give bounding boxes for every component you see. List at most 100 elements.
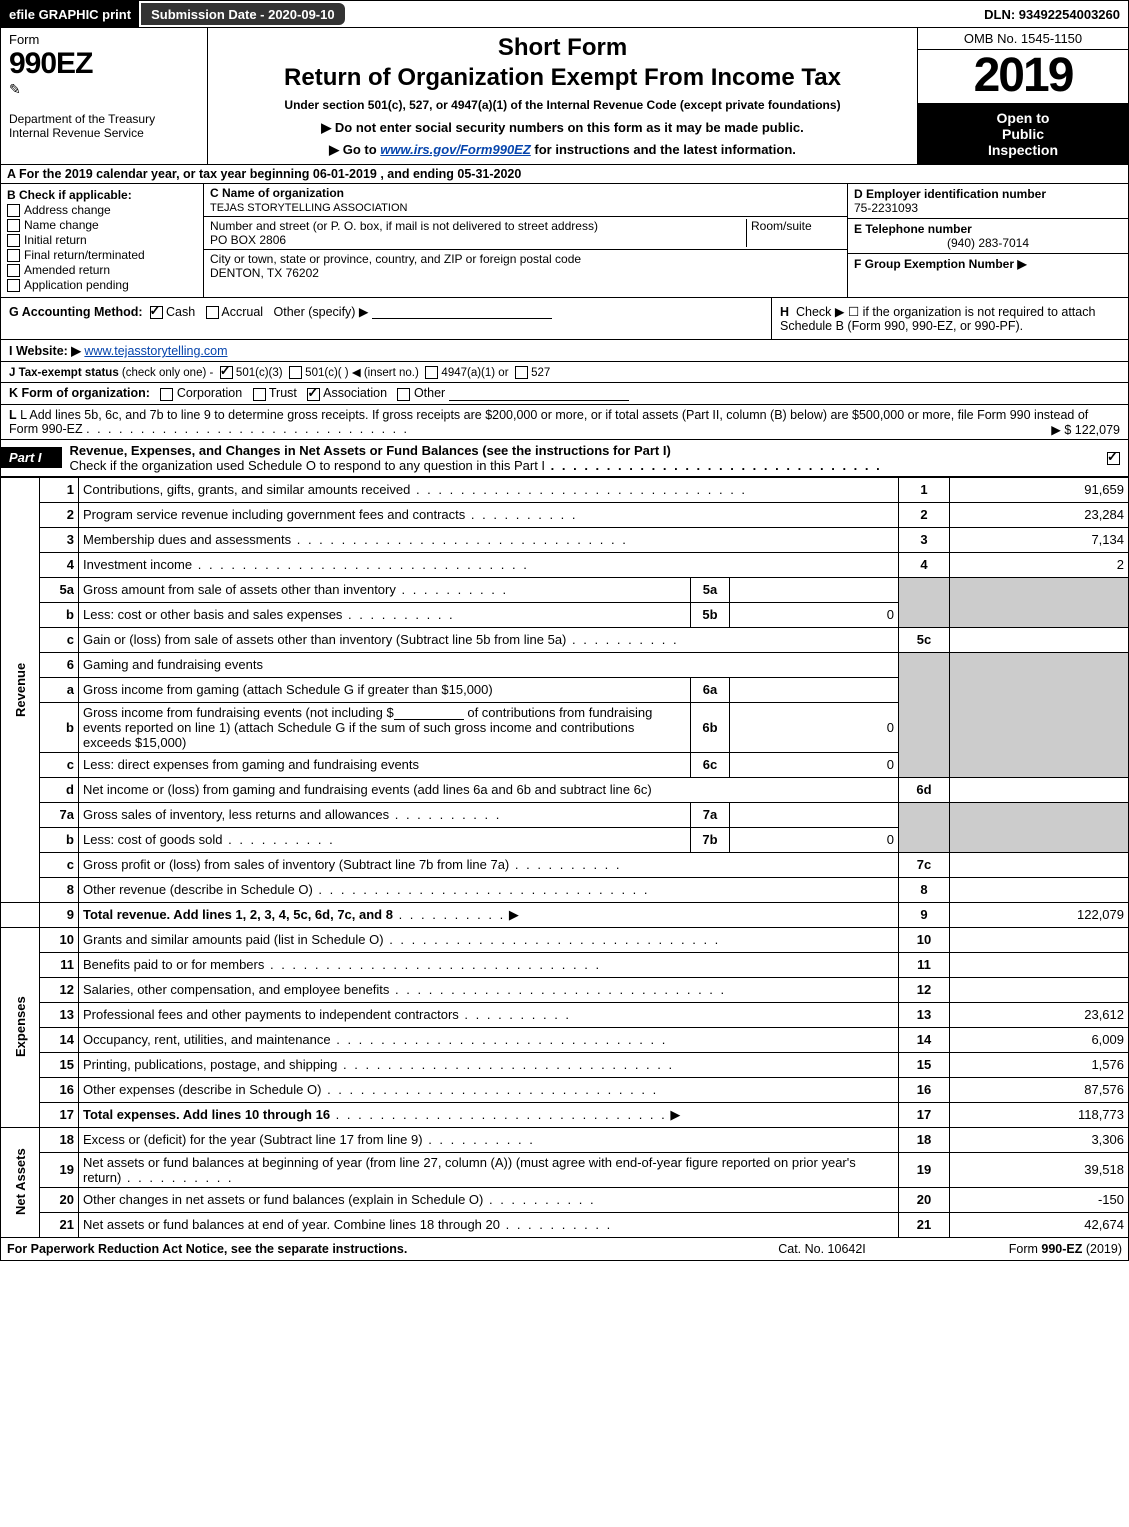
- val-10: [950, 927, 1129, 952]
- part1-table: Revenue 1 Contributions, gifts, grants, …: [0, 477, 1129, 1238]
- cb-other-org[interactable]: [397, 388, 410, 401]
- cb-501c[interactable]: [289, 366, 302, 379]
- cb-address-change[interactable]: [7, 204, 20, 217]
- open-to-public: Open to Public Inspection: [918, 104, 1128, 164]
- val-7c: [950, 852, 1129, 877]
- ln-6: 6: [40, 652, 79, 677]
- section-c: C Name of organization TEJAS STORYTELLIN…: [204, 184, 847, 297]
- num-12: 12: [899, 977, 950, 1002]
- cb-initial-return[interactable]: [7, 234, 20, 247]
- desc-9: Total revenue. Add lines 1, 2, 3, 4, 5c,…: [83, 907, 393, 922]
- num-5c: 5c: [899, 627, 950, 652]
- part1-title-text: Revenue, Expenses, and Changes in Net As…: [70, 443, 671, 458]
- val-3: 7,134: [950, 527, 1129, 552]
- cb-accrual[interactable]: [206, 306, 219, 319]
- val-17: 118,773: [950, 1102, 1129, 1127]
- title-short-form: Short Form: [218, 34, 907, 62]
- ln-3: 3: [40, 527, 79, 552]
- cb-final-return[interactable]: [7, 249, 20, 262]
- k-label: K Form of organization:: [9, 386, 150, 400]
- num-6d: 6d: [899, 777, 950, 802]
- instr2-post: for instructions and the latest informat…: [531, 142, 796, 157]
- efile-label[interactable]: efile GRAPHIC print: [1, 1, 139, 27]
- ln-6d: d: [40, 777, 79, 802]
- ln-10: 10: [40, 927, 79, 952]
- ln-9: 9: [40, 902, 79, 927]
- ln-5a: 5a: [40, 577, 79, 602]
- val-2: 23,284: [950, 502, 1129, 527]
- inner-6b: 6b: [691, 702, 730, 752]
- cb-name-change[interactable]: [7, 219, 20, 232]
- efile-icon: ✎: [9, 81, 199, 98]
- inner-7b: 7b: [691, 827, 730, 852]
- j-suffix: (check only one) -: [119, 367, 214, 379]
- lbl-name-change: Name change: [24, 218, 99, 232]
- header-left: Form 990EZ ✎ Department of the Treasury …: [1, 28, 208, 164]
- irs-link[interactable]: www.irs.gov/Form990EZ: [380, 142, 531, 157]
- footer-right-post: (2019): [1082, 1242, 1122, 1256]
- cb-schedule-o[interactable]: [1107, 452, 1120, 465]
- cb-amended-return[interactable]: [7, 264, 20, 277]
- desc-8: Other revenue (describe in Schedule O): [83, 882, 313, 897]
- other-org-blank[interactable]: [449, 388, 629, 401]
- cb-527[interactable]: [515, 366, 528, 379]
- lbl-assoc: Association: [323, 386, 387, 400]
- inner-5a: 5a: [691, 577, 730, 602]
- ln-7b: b: [40, 827, 79, 852]
- num-3: 3: [899, 527, 950, 552]
- lbl-amended-return: Amended return: [24, 263, 110, 277]
- innerval-7b: 0: [730, 827, 899, 852]
- ln-17: 17: [40, 1102, 79, 1127]
- city-label: City or town, state or province, country…: [210, 252, 581, 266]
- l-dots: [86, 422, 409, 436]
- desc-13: Professional fees and other payments to …: [83, 1007, 459, 1022]
- cb-cash[interactable]: [150, 306, 163, 319]
- part1-title: Revenue, Expenses, and Changes in Net As…: [62, 440, 1099, 476]
- num-8: 8: [899, 877, 950, 902]
- lbl-trust: Trust: [269, 386, 297, 400]
- tax-year: 2019: [918, 50, 1128, 104]
- title-return: Return of Organization Exempt From Incom…: [218, 64, 907, 92]
- num-21: 21: [899, 1212, 950, 1237]
- page-footer: For Paperwork Reduction Act Notice, see …: [0, 1238, 1129, 1261]
- open-1: Open to: [922, 110, 1124, 126]
- footer-right-form: 990-EZ: [1041, 1242, 1082, 1256]
- e-label: E Telephone number: [854, 222, 972, 236]
- part1-checkbox-wrap: [1099, 447, 1128, 468]
- cb-application-pending[interactable]: [7, 279, 20, 292]
- website-link[interactable]: www.tejasstorytelling.com: [84, 344, 227, 358]
- lbl-accrual: Accrual: [221, 305, 263, 319]
- val-14: 6,009: [950, 1027, 1129, 1052]
- cb-501c3[interactable]: [220, 366, 233, 379]
- desc-2: Program service revenue including govern…: [83, 507, 465, 522]
- innerval-7a: [730, 802, 899, 827]
- j-prefix: J Tax-exempt status: [9, 367, 119, 379]
- section-i: I Website: ▶ www.tejasstorytelling.com: [0, 340, 1129, 362]
- lbl-other-org: Other: [414, 386, 445, 400]
- ln-19: 19: [40, 1152, 79, 1187]
- cb-4947[interactable]: [425, 366, 438, 379]
- innerval-6c: 0: [730, 752, 899, 777]
- ln-4: 4: [40, 552, 79, 577]
- val-5c: [950, 627, 1129, 652]
- cb-trust[interactable]: [253, 388, 266, 401]
- cb-corp[interactable]: [160, 388, 173, 401]
- section-def: D Employer identification number 75-2231…: [847, 184, 1128, 297]
- desc-5c: Gain or (loss) from sale of assets other…: [83, 632, 566, 647]
- desc-6a: Gross income from gaming (attach Schedul…: [79, 677, 691, 702]
- desc-17: Total expenses. Add lines 10 through 16: [83, 1107, 330, 1122]
- desc-12: Salaries, other compensation, and employ…: [83, 982, 389, 997]
- dept-treasury: Department of the Treasury: [9, 112, 199, 126]
- cb-assoc[interactable]: [307, 388, 320, 401]
- num-17: 17: [899, 1102, 950, 1127]
- blank-6b[interactable]: [394, 707, 464, 720]
- desc-7b: Less: cost of goods sold: [83, 832, 222, 847]
- num-11: 11: [899, 952, 950, 977]
- other-method-blank[interactable]: [372, 306, 552, 319]
- val-8: [950, 877, 1129, 902]
- part1-dots: [545, 458, 882, 473]
- vlabel-revenue: Revenue: [1, 477, 40, 902]
- ein-value: 75-2231093: [854, 201, 918, 215]
- l-amount: ▶ $ 122,079: [1051, 422, 1120, 437]
- desc-15: Printing, publications, postage, and shi…: [83, 1057, 337, 1072]
